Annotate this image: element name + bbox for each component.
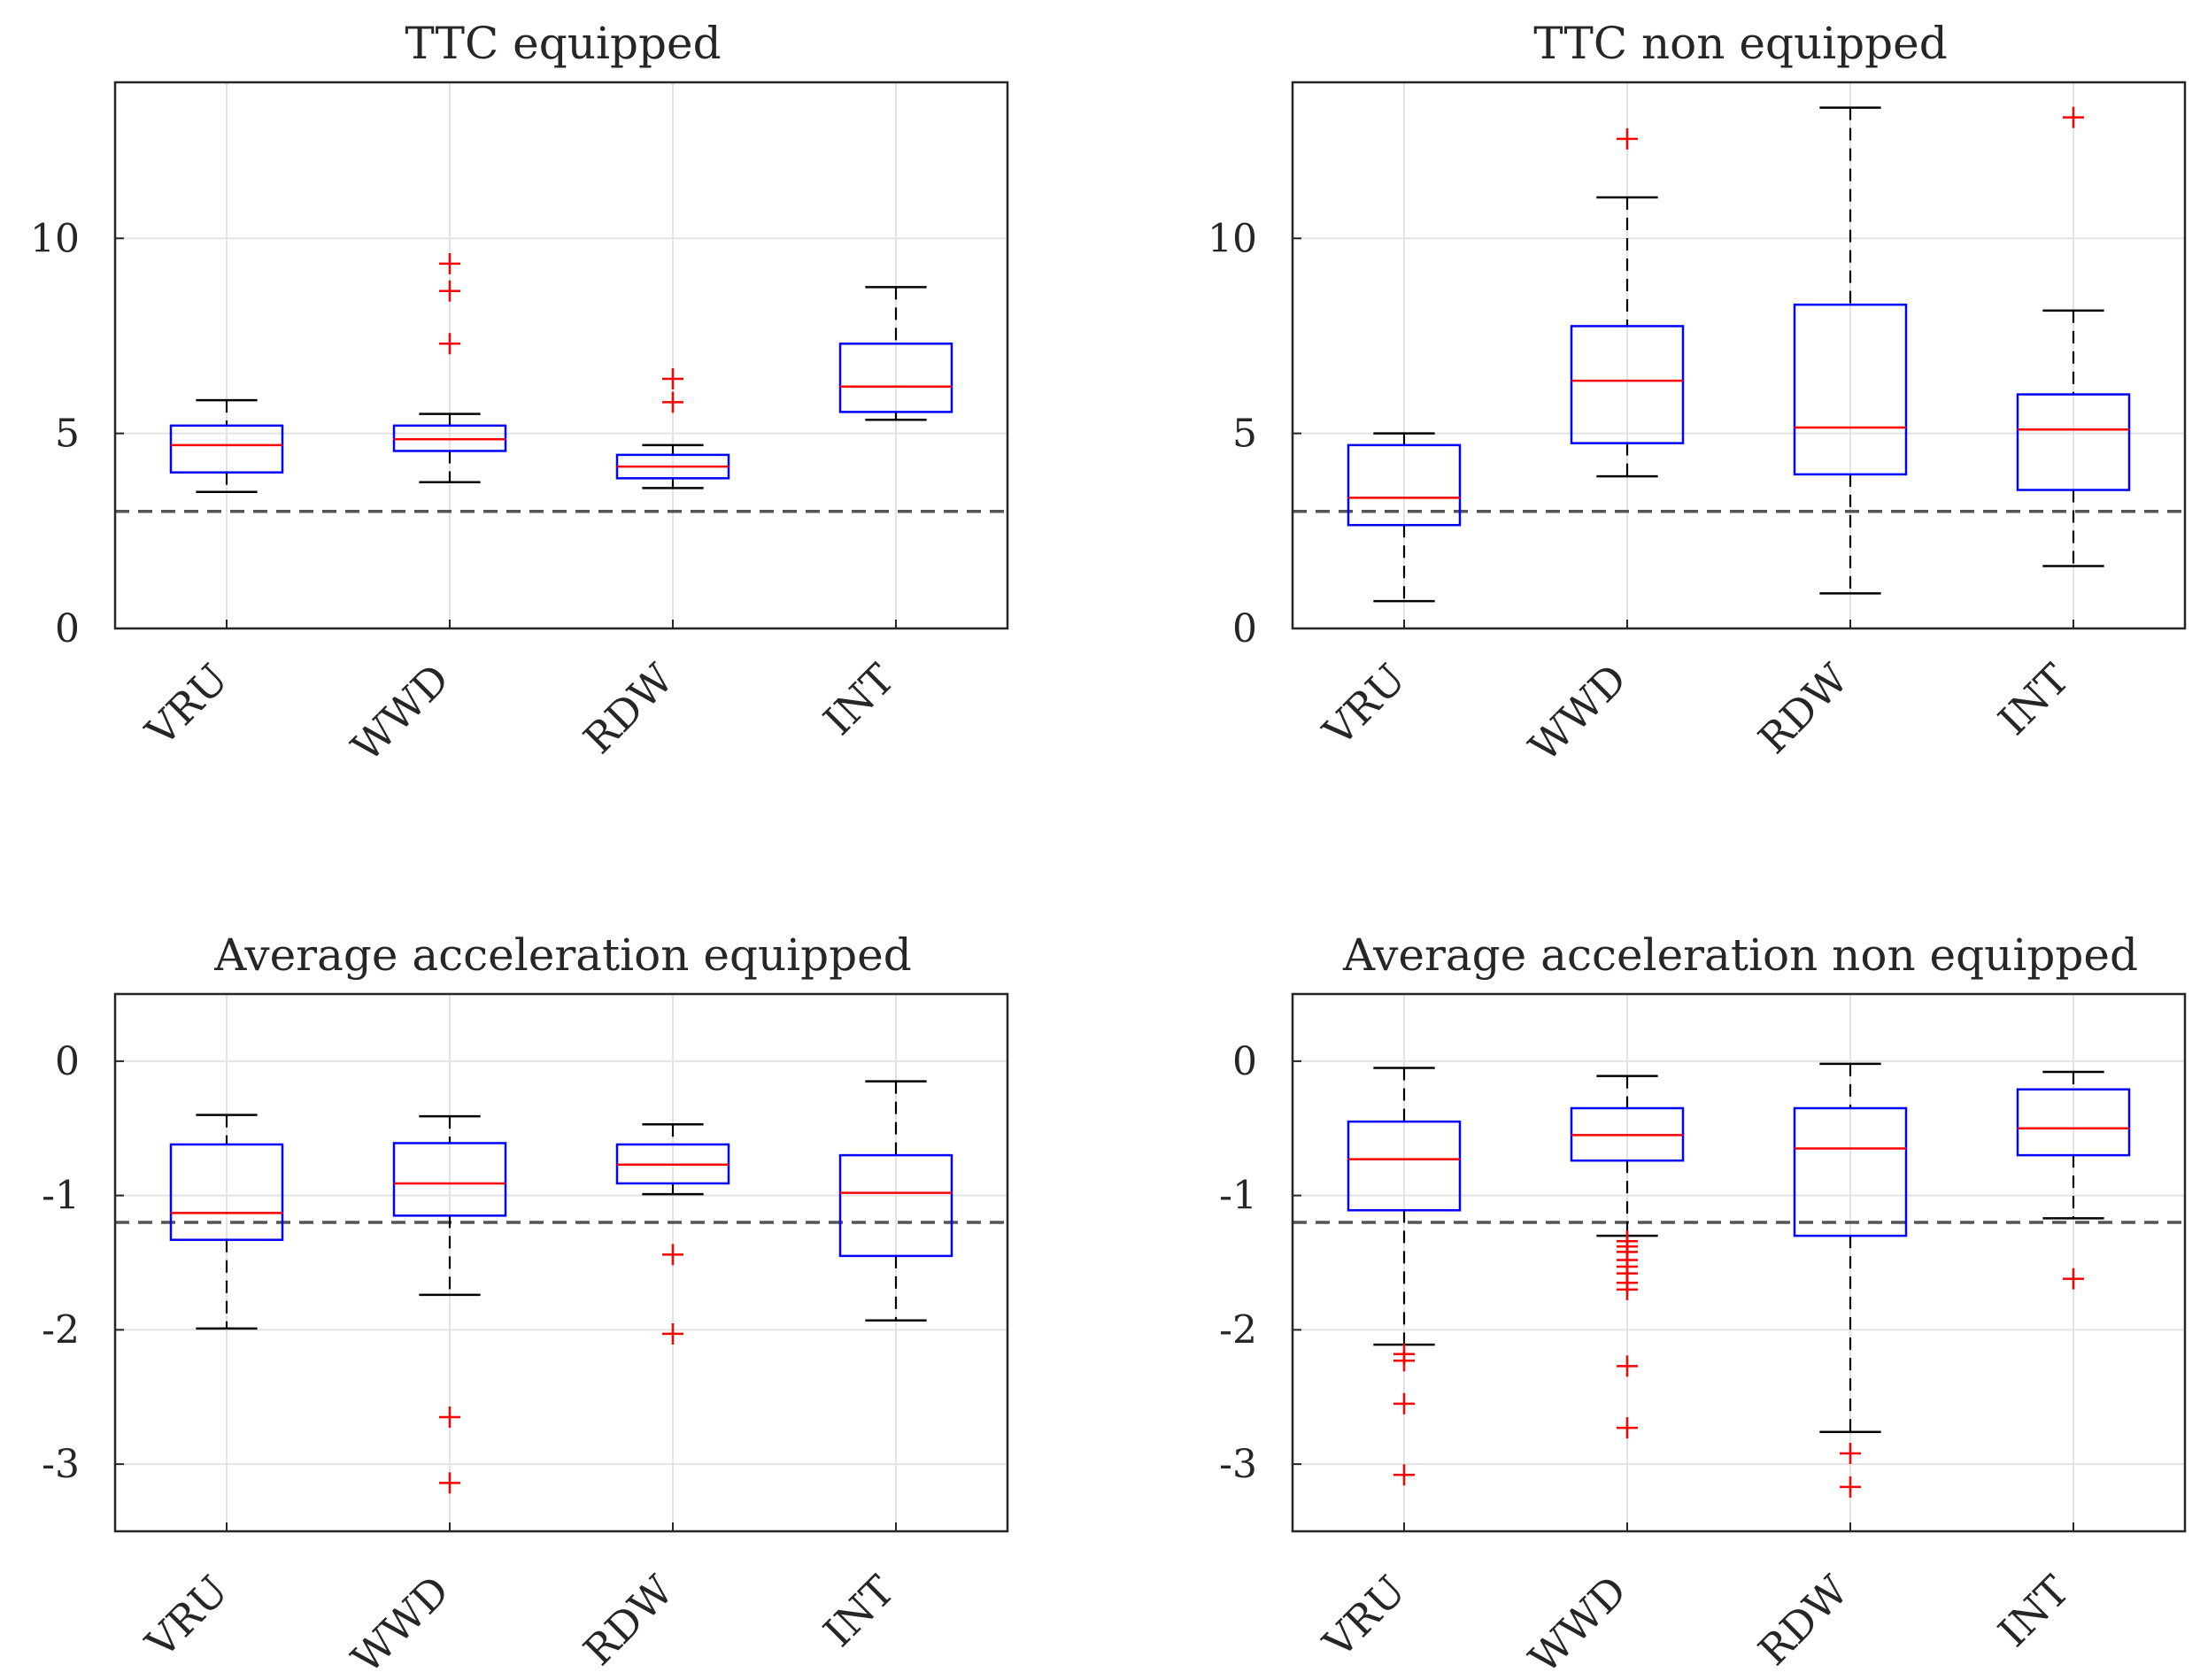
axes-frame [1291,992,2187,1533]
box-vru [169,1114,284,1330]
box-rdw [615,1122,730,1345]
y-tick-label: -2 [42,1307,80,1352]
panel-title: TTC non equipped [1533,18,1948,69]
panel-title: Average acceleration non equipped [1342,929,2138,981]
outlier-marker [1617,127,1638,150]
box-vru [1347,432,1462,603]
box-wwd [1570,127,1685,478]
y-tick-label: 0 [1232,1039,1257,1084]
y-tick-label: -1 [42,1174,80,1219]
outlier-marker [662,1244,683,1266]
iqr-box [1347,1120,1462,1212]
outlier-marker [662,1322,683,1345]
iqr-box [1570,325,1685,444]
outlier-marker [1393,1464,1415,1486]
iqr-box [1793,1106,1908,1237]
iqr-box [2016,1088,2131,1157]
iqr-box [2016,393,2131,491]
box-int [838,1080,953,1322]
box-int [2016,106,2131,567]
iqr-box [169,1143,284,1241]
y-tick-label: -3 [42,1442,80,1487]
outlier-marker [1840,1442,1861,1464]
outlier-marker [1617,1278,1638,1300]
y-tick-label: -1 [1219,1174,1257,1219]
outlier-marker [439,1472,460,1494]
outlier-marker [439,252,460,274]
outlier-marker [662,367,683,389]
y-tick-label: 0 [1232,606,1257,651]
box-int [838,286,953,421]
plot-area: 0 5 10 [1208,81,2187,651]
outlier-marker [2063,106,2084,128]
iqr-box [392,1142,507,1217]
box-wwd [392,1114,507,1494]
panel-title: TTC equipped [405,18,721,69]
outlier-marker [1393,1392,1415,1414]
y-tick-label: 0 [55,606,80,651]
iqr-box [838,343,953,413]
outlier-marker [439,1406,460,1429]
y-tick-label: -2 [1219,1307,1257,1352]
y-tick-label: 10 [1208,216,1257,261]
y-tick-label: 0 [55,1039,80,1084]
outlier-marker [1393,1350,1415,1372]
box-vru [1347,1067,1462,1486]
box-wwd [1570,1075,1685,1439]
y-tick-label: 5 [55,412,80,457]
iqr-box [1347,443,1462,527]
iqr-box [838,1153,953,1258]
plot-area: -3 -2 -1 0 [42,992,1009,1533]
panel-title: Average acceleration equipped [213,929,912,981]
plot-area: -3 -2 -1 0 [1219,992,2187,1533]
axes-frame [1291,81,2187,630]
outlier-marker [2063,1268,2084,1290]
iqr-box [169,424,284,474]
box-int [2016,1070,2131,1290]
box-wwd [392,252,507,483]
iqr-box [1793,303,1908,476]
box-vru [169,398,284,493]
box-rdw [1793,1062,1908,1498]
box-rdw [1793,106,1908,595]
outlier-marker [1617,1417,1638,1439]
box-rdw [615,367,730,489]
axes-frame [113,992,1009,1533]
axes-frame [113,81,1009,630]
y-tick-label: -3 [1219,1442,1257,1487]
outlier-marker [1617,1355,1638,1377]
outlier-marker [439,333,460,355]
outlier-marker [439,280,460,302]
outlier-marker [662,391,683,413]
plot-area: 0 5 10 [30,81,1009,651]
y-tick-label: 5 [1232,412,1257,457]
outlier-marker [1840,1476,1861,1498]
y-tick-label: 10 [30,216,80,261]
